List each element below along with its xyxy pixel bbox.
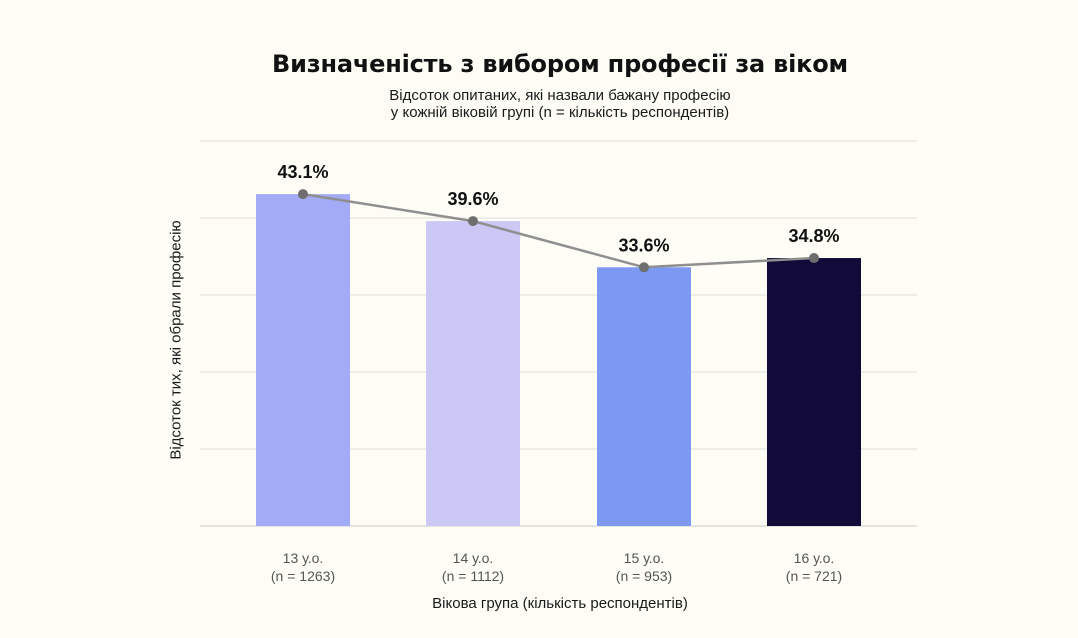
x-tick-label-4-line-2: (n = 721) [786, 568, 842, 584]
chart-title: Визначеність з вибором професії за віком [272, 50, 848, 78]
trend-point-3 [639, 262, 649, 273]
value-label-2: 39.6% [447, 189, 498, 209]
subtitle-line-2: у кожній віковій групі (n = кількість ре… [390, 104, 730, 121]
x-tick-label-1-line-2: (n = 1263) [271, 568, 335, 584]
bar-4 [767, 258, 861, 526]
x-tick-label-4-line-1: 16 у.о. [794, 550, 835, 566]
bar-3 [597, 267, 691, 526]
trend-point-2 [468, 216, 478, 227]
x-tick-label-2-line-2: (n = 1112) [442, 568, 504, 584]
x-tick-label-3-line-2: (n = 953) [616, 568, 672, 584]
value-label-3: 33.6% [618, 235, 669, 255]
trend-point-4 [809, 253, 819, 264]
trend-line [302, 192, 815, 269]
bar-2 [426, 221, 520, 526]
subtitle-line-1: Відсоток опитаних, які назвали бажану пр… [389, 87, 731, 104]
value-label-4: 34.8% [788, 226, 839, 246]
value-label-1: 43.1% [277, 162, 328, 182]
x-tick-label-3-line-1: 15 у.о. [624, 550, 665, 566]
bar-1 [256, 194, 350, 526]
x-axis-label: Вікова група (кількість респондентів) [432, 595, 688, 612]
chart-subtitle: Відсоток опитаних, які назвали бажану пр… [0, 87, 1078, 121]
x-tick-label-1-line-1: 13 у.о. [283, 550, 324, 566]
trend-point-1 [298, 189, 308, 200]
x-tick-label-2-line-1: 14 у.о. [453, 550, 494, 566]
